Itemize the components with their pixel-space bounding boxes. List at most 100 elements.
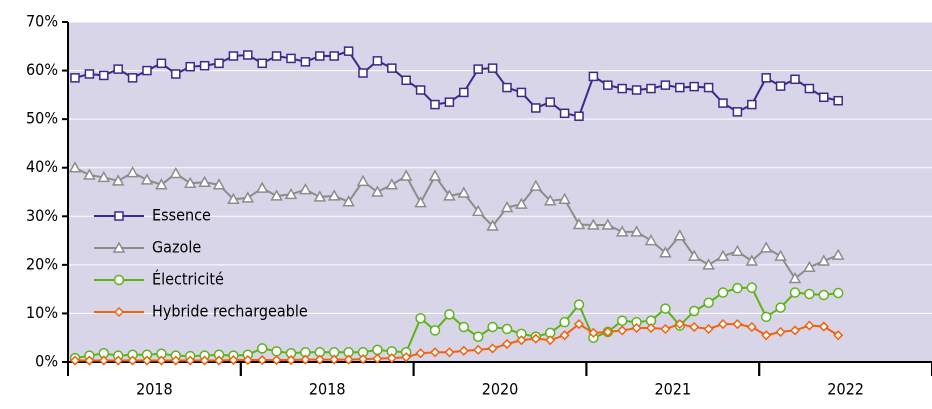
marker: [458, 345, 469, 356]
marker: [228, 354, 239, 366]
marker: [271, 354, 282, 366]
marker: [126, 166, 139, 178]
marker: [789, 325, 801, 336]
legend-label: Hybride rechargeable: [152, 302, 308, 321]
marker: [329, 51, 339, 61]
marker: [99, 70, 109, 81]
y-tick-label: 60%: [26, 60, 58, 79]
marker: [603, 80, 613, 90]
marker: [804, 320, 815, 331]
marker: [717, 287, 729, 298]
marker: [646, 83, 656, 94]
marker: [198, 175, 211, 188]
marker: [630, 225, 643, 237]
marker: [70, 73, 80, 83]
y-tick-label: 20%: [26, 254, 58, 273]
marker: [559, 108, 570, 119]
marker: [415, 348, 426, 359]
y-tick-label: 10%: [26, 303, 58, 322]
marker: [687, 249, 701, 261]
marker: [833, 330, 844, 341]
marker: [760, 311, 772, 323]
marker: [716, 249, 730, 261]
marker: [459, 87, 469, 98]
marker: [673, 229, 687, 241]
marker: [775, 81, 786, 91]
marker: [529, 179, 543, 191]
marker: [588, 327, 599, 338]
marker: [818, 321, 829, 332]
marker: [473, 64, 483, 74]
marker: [487, 343, 498, 354]
marker: [342, 195, 355, 207]
marker: [256, 343, 268, 354]
marker: [257, 354, 268, 366]
marker: [761, 330, 772, 341]
marker: [414, 196, 427, 208]
marker: [271, 51, 282, 61]
marker: [804, 83, 815, 94]
marker: [97, 170, 111, 183]
marker: [114, 211, 124, 221]
marker: [644, 234, 658, 246]
y-tick-label: 70%: [26, 12, 58, 31]
marker: [255, 181, 269, 193]
marker: [631, 85, 642, 95]
marker: [790, 74, 800, 85]
marker: [817, 254, 831, 266]
marker: [660, 303, 671, 314]
marker: [285, 354, 297, 366]
marker: [545, 335, 556, 346]
marker: [502, 82, 512, 93]
marker: [558, 192, 571, 205]
marker: [732, 282, 743, 294]
marker: [257, 58, 267, 69]
marker: [516, 335, 527, 346]
marker: [761, 73, 771, 83]
marker: [156, 355, 167, 366]
marker: [803, 260, 816, 273]
marker: [833, 95, 843, 106]
marker: [113, 274, 125, 286]
marker: [185, 355, 196, 366]
marker: [68, 161, 82, 173]
marker: [284, 187, 298, 200]
marker: [718, 98, 728, 108]
marker: [356, 174, 370, 187]
marker: [775, 326, 786, 337]
marker: [746, 321, 757, 333]
marker: [501, 323, 513, 335]
legend-label: Électricité: [152, 270, 224, 289]
marker: [372, 56, 383, 66]
marker: [228, 51, 239, 61]
marker: [616, 315, 628, 326]
marker: [214, 58, 224, 69]
marker: [831, 248, 845, 260]
marker: [112, 241, 126, 253]
marker: [299, 183, 312, 195]
marker: [444, 347, 455, 358]
marker: [617, 83, 627, 94]
marker: [674, 319, 685, 330]
marker: [789, 287, 801, 298]
marker: [343, 46, 354, 56]
marker: [573, 299, 585, 310]
marker: [457, 186, 471, 198]
marker: [142, 65, 152, 76]
marker: [559, 316, 570, 328]
marker: [327, 189, 341, 201]
marker: [171, 69, 181, 79]
marker: [487, 63, 498, 73]
marker: [401, 352, 412, 363]
marker: [140, 173, 154, 185]
marker: [386, 353, 397, 364]
marker: [415, 85, 426, 95]
x-group-label: 2018: [136, 380, 173, 399]
marker: [458, 321, 470, 333]
marker: [329, 354, 340, 365]
marker: [313, 190, 327, 202]
legend-label: Gazole: [152, 238, 201, 257]
marker: [645, 322, 657, 334]
marker: [472, 331, 484, 342]
marker: [573, 319, 585, 330]
